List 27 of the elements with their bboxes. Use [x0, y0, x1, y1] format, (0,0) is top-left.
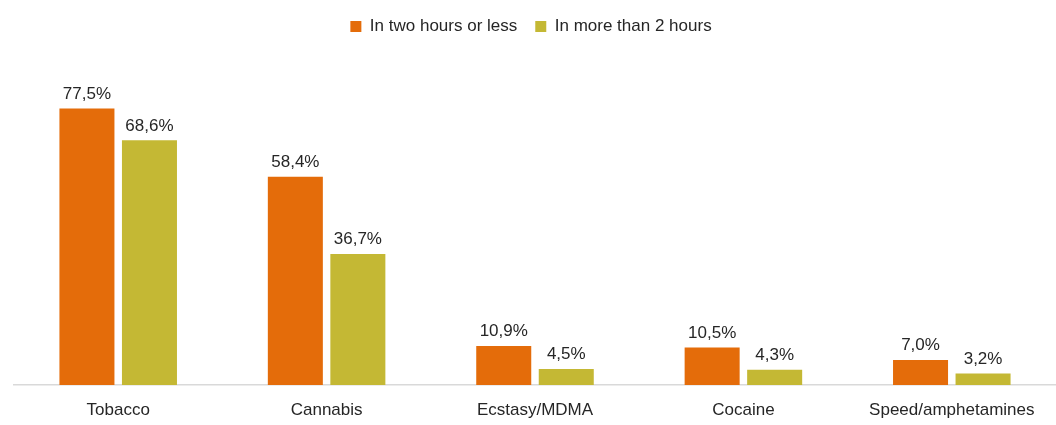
bar [267, 176, 323, 385]
bar [330, 254, 386, 385]
bar [59, 108, 115, 385]
bar [121, 140, 177, 385]
data-label: 4,3% [755, 344, 795, 364]
legend-label: In more than 2 hours [554, 16, 712, 36]
data-label: 58,4% [271, 151, 320, 171]
x-tick-label: Tobacco [86, 399, 150, 419]
bar [538, 368, 594, 385]
data-label: 68,6% [125, 115, 174, 135]
bar [955, 373, 1011, 385]
x-tick-label: Cocaine [712, 399, 775, 419]
data-label: 7,0% [901, 335, 940, 355]
data-label: 77,5% [62, 83, 112, 103]
data-label: 10,9% [479, 321, 528, 341]
bar [684, 347, 740, 385]
x-tick-label: Ecstasy/MDMA [476, 399, 594, 419]
data-label: 36,7% [333, 229, 382, 249]
bar [476, 346, 532, 385]
x-tick-label: Speed/amphetamines [869, 399, 1035, 419]
data-label: 10,5% [688, 322, 737, 342]
legend-label: In two hours or less [369, 16, 518, 36]
bar [893, 360, 949, 385]
x-tick-label: Cannabis [290, 399, 363, 419]
data-label: 3,2% [963, 348, 1003, 368]
data-label: 4,5% [546, 344, 586, 364]
bar [747, 369, 803, 385]
